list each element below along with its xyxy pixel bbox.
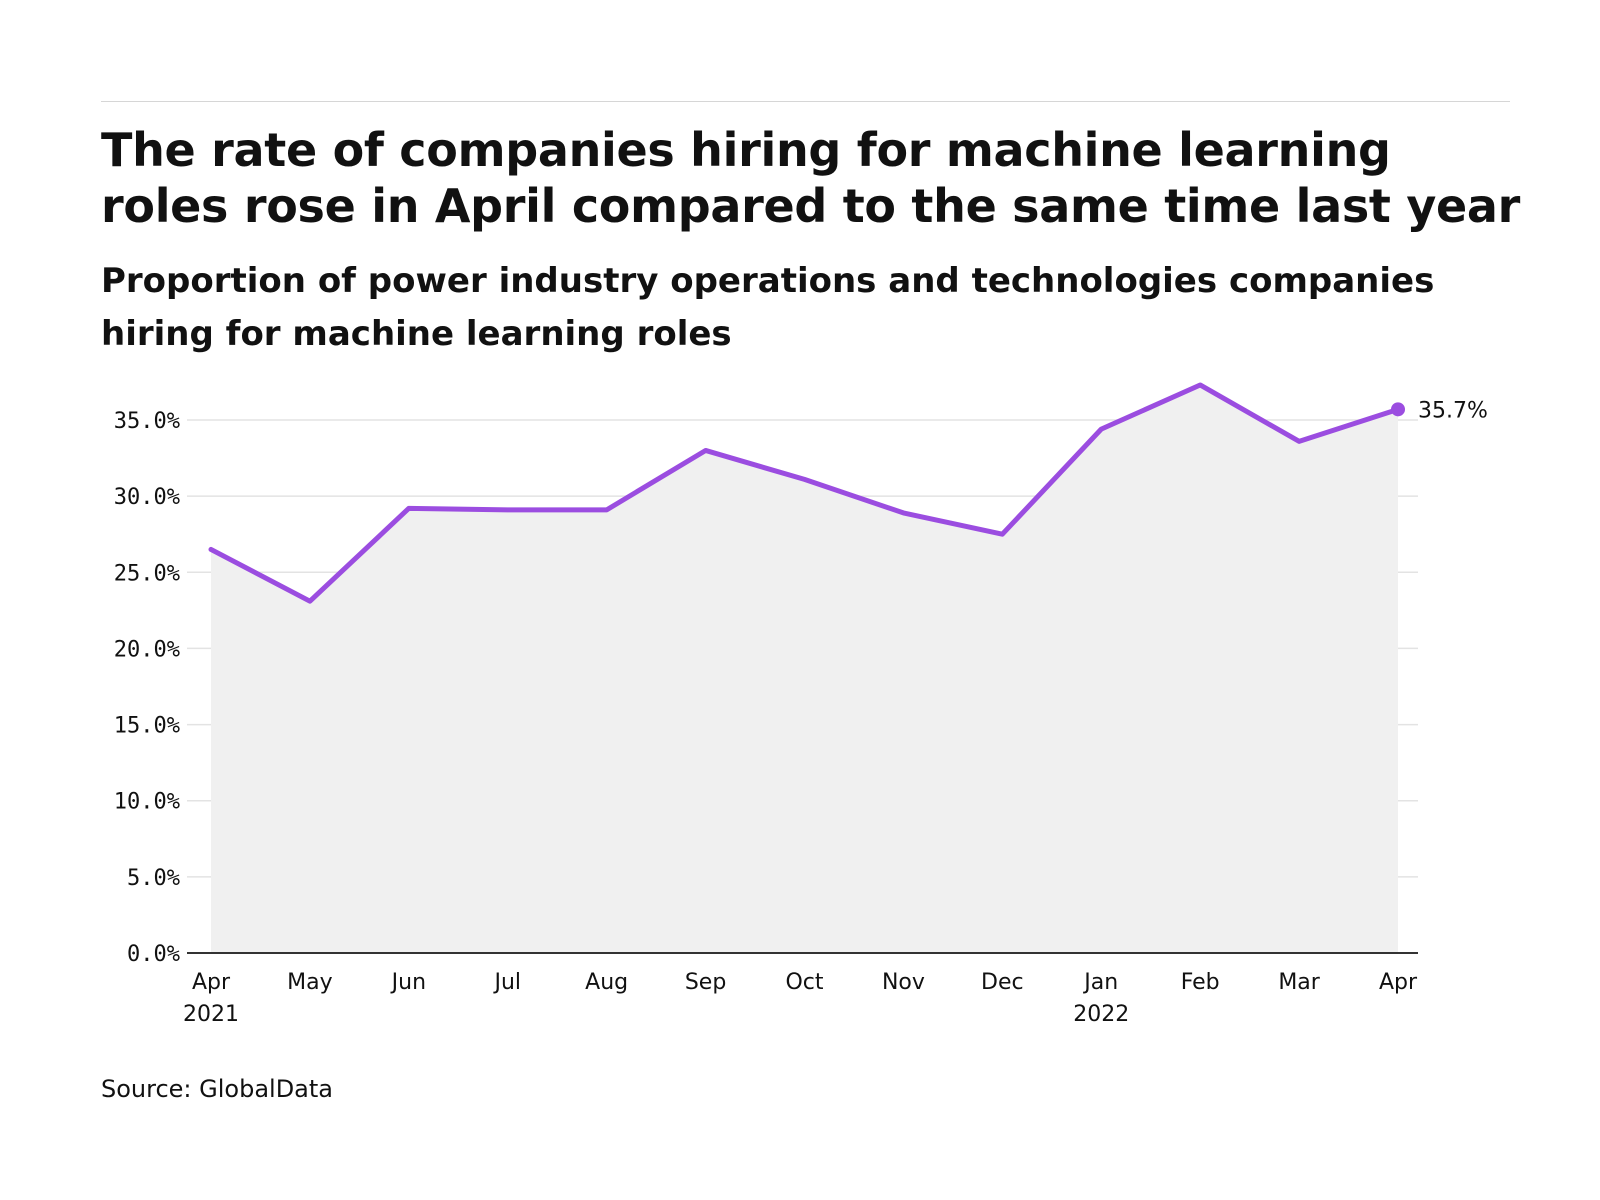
y-tick-label: 35.0% <box>114 409 180 434</box>
x-tick-label: Feb <box>1181 970 1220 995</box>
y-tick-label: 10.0% <box>114 790 180 815</box>
y-tick-label: 25.0% <box>114 561 180 586</box>
y-tick-label: 15.0% <box>114 714 180 739</box>
source-note: Source: GlobalData <box>101 1075 334 1103</box>
x-tick-label: Oct <box>785 970 823 995</box>
series-line <box>208 382 1401 604</box>
x-tick-label: Aug <box>585 970 628 995</box>
y-tick-label: 30.0% <box>114 485 180 510</box>
chart-title: The rate of companies hiring for machine… <box>101 123 1521 233</box>
end-value-label: 35.7% <box>1418 398 1488 423</box>
chart-subtitle: Proportion of power industry operations … <box>101 261 1435 354</box>
x-tick-label: Mar <box>1278 970 1320 995</box>
y-tick-label: 0.0% <box>127 942 180 967</box>
y-tick-labels: 0.0% 5.0% 10.0% 15.0% 20.0% 25.0% 30.0% 35.0% <box>114 409 180 967</box>
top-rule <box>101 101 1510 102</box>
data-labels: 35.7% <box>1418 398 1488 423</box>
area-fill <box>211 384 1398 954</box>
end-point <box>1391 402 1405 417</box>
x-tick-label: Jun <box>390 970 426 995</box>
x-tick-label: Dec <box>981 970 1024 995</box>
area-layer <box>211 384 1398 954</box>
x-tick-label: Nov <box>882 970 925 995</box>
x-tick-label: Apr <box>192 970 231 995</box>
x-tick-label: Sep <box>685 970 726 995</box>
y-tick-label: 5.0% <box>127 866 180 891</box>
line-layer <box>208 382 1405 604</box>
x-tick-labels: Apr 2021 May Jun Jul Aug Sep Oct Nov Dec Jan 2022 Fe… <box>183 970 1418 1027</box>
x-tick-label: Jan <box>1082 970 1118 995</box>
x-tick-label: Apr <box>1379 970 1418 995</box>
x-tick-label: 2021 <box>183 1002 239 1027</box>
x-tick-label: May <box>287 970 332 995</box>
y-tick-label: 20.0% <box>114 637 180 662</box>
x-tick-label: 2022 <box>1073 1002 1129 1027</box>
x-tick-label: Jul <box>492 970 521 995</box>
